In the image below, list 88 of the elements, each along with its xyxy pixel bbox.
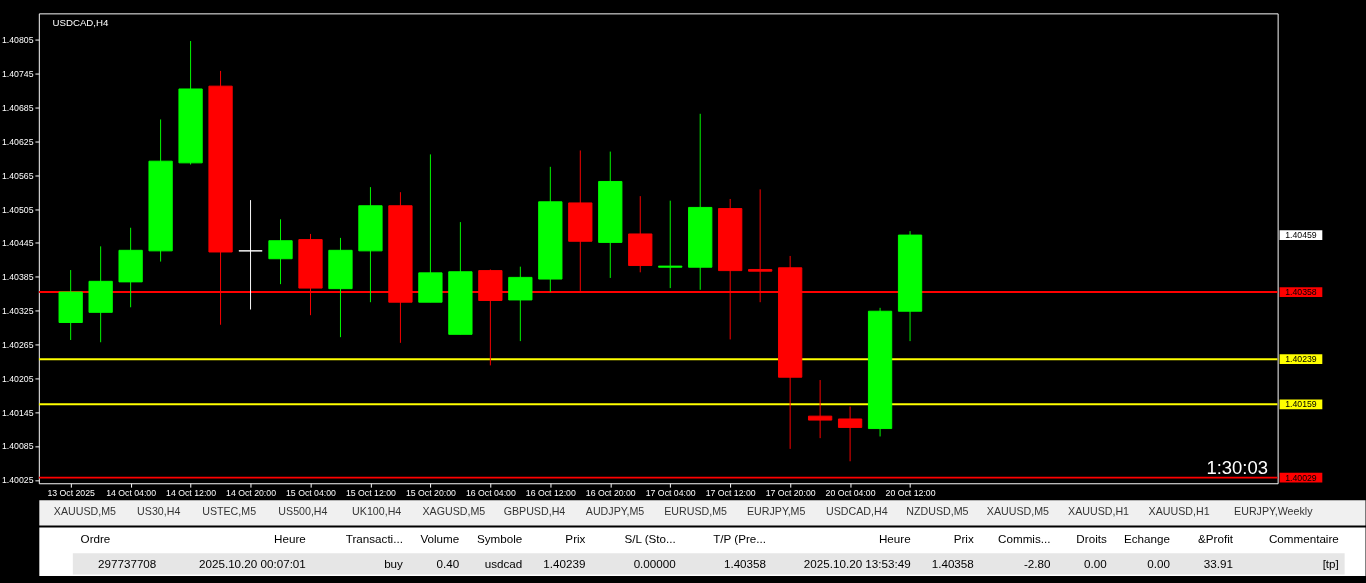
- text: 1.40239: [543, 556, 586, 570]
- text: 33.91: [1203, 556, 1233, 570]
- chart-title: USDCAD,H4: [52, 17, 110, 28]
- ref-line-label: 1.40159: [1285, 399, 1317, 410]
- category-label: Volume: [420, 532, 460, 546]
- text: USDCAD,H4: [825, 505, 888, 518]
- text: GBPUSD,H4: [503, 505, 566, 518]
- candlestick: [268, 218, 293, 285]
- x-tick-label: 16 Oct 12:00: [525, 488, 576, 499]
- category-label: Symbole: [477, 532, 523, 546]
- text: UK100,H4: [352, 505, 402, 518]
- x-tick-label: 20 Oct 04:00: [825, 488, 876, 499]
- text: 0.00: [1147, 556, 1171, 570]
- text: NZDUSD,M5: [906, 505, 969, 518]
- y-tick-label: 1.40445: [1, 238, 34, 249]
- text: 0.00: [1084, 556, 1108, 570]
- text: 297737708: [98, 556, 157, 570]
- text: [tp]: [1322, 556, 1339, 570]
- x-tick-label: 17 Oct 20:00: [765, 488, 816, 499]
- x-tick-label: 15 Oct 12:00: [345, 488, 397, 499]
- x-tick-label: 14 Oct 12:00: [166, 488, 217, 499]
- x-tick-label: 14 Oct 04:00: [106, 488, 157, 499]
- x-tick-label: 15 Oct 04:00: [286, 488, 337, 499]
- text: buy: [384, 556, 404, 570]
- category-label: Transacti...: [345, 532, 403, 546]
- y-tick-label: 1.40325: [1, 306, 34, 317]
- y-tick-label: 1.40085: [1, 441, 34, 452]
- text: 2025.10.20 13:53:49: [803, 556, 911, 570]
- text: 0.40: [436, 556, 460, 570]
- candlestick: [837, 406, 863, 462]
- text: 1.40358: [723, 556, 767, 570]
- category-label: Ordre: [80, 532, 111, 546]
- ref-line-label: 1.40358: [1285, 286, 1317, 297]
- text: US30,H4: [137, 505, 181, 518]
- category-label: Droits: [1076, 532, 1107, 546]
- category-label: S/L (Sto...: [624, 532, 676, 546]
- category-label: Heure: [274, 532, 306, 546]
- y-tick-label: 1.40265: [1, 339, 34, 350]
- x-tick-label: 14 Oct 20:00: [226, 488, 277, 499]
- text: EURUSD,M5: [664, 505, 728, 518]
- text: 0.00000: [633, 556, 677, 570]
- y-tick-label: 1.40025: [1, 475, 34, 486]
- y-tick-label: 1.40685: [1, 102, 34, 113]
- x-tick-label: 15 Oct 20:00: [405, 488, 456, 499]
- category-label: Prix: [565, 532, 586, 546]
- y-tick-label: 1.40625: [1, 136, 34, 147]
- candlestick: [508, 266, 533, 342]
- text: XAUUSD,H1: [1148, 505, 1210, 518]
- x-tick-label: 17 Oct 12:00: [705, 488, 756, 499]
- x-tick-label: 20 Oct 12:00: [885, 488, 936, 499]
- text: USTEC,M5: [202, 505, 257, 518]
- text: usdcad: [484, 556, 523, 570]
- text: 1:30:03: [1206, 456, 1268, 478]
- candlestick: [658, 200, 683, 289]
- y-tick-label: 1.40145: [1, 407, 34, 418]
- ref-line-label: 1.40239: [1285, 354, 1317, 365]
- y-tick-label: 1.40745: [1, 69, 34, 80]
- y-tick-label: 1.40385: [1, 272, 34, 283]
- y-tick-label: 1.40205: [1, 373, 34, 384]
- text: XAUUSD,M5: [53, 505, 117, 518]
- category-label: T/P (Pre...: [713, 532, 767, 546]
- category-label: Echange: [1123, 532, 1170, 546]
- text: EURJPY,M5: [746, 505, 806, 518]
- y-tick-label: 1.40505: [1, 204, 34, 215]
- candlestick: [807, 379, 833, 439]
- y-tick-label: 1.40565: [1, 170, 34, 181]
- category-label: Prix: [953, 532, 974, 546]
- category-label: &Profit: [1198, 532, 1234, 546]
- category-label: Commis...: [998, 532, 1051, 546]
- x-tick-label: 13 Oct 2025: [47, 488, 96, 499]
- text: US500,H4: [278, 505, 328, 518]
- text: XAUUSD,H1: [1068, 505, 1130, 518]
- text: AUDJPY,M5: [585, 505, 645, 518]
- ref-line-label: 1.40029: [1285, 472, 1317, 483]
- y-tick-label: 1.40805: [1, 35, 34, 46]
- text: XAGUSD,M5: [422, 505, 486, 518]
- x-tick-label: 17 Oct 04:00: [645, 488, 696, 499]
- x-tick-label: 16 Oct 04:00: [465, 488, 516, 499]
- text: -2.80: [1023, 556, 1051, 570]
- text: 2025.10.20 00:07:01: [199, 556, 306, 570]
- text: 1.40459: [1285, 229, 1317, 240]
- text: EURJPY,Weekly: [1234, 505, 1314, 518]
- category-label: Heure: [878, 532, 911, 546]
- x-tick-label: 16 Oct 20:00: [585, 488, 636, 499]
- text: XAUUSD,M5: [986, 505, 1050, 518]
- candlestick: [238, 199, 263, 311]
- text: 1.40358: [931, 556, 974, 570]
- category-label: Commentaire: [1268, 532, 1339, 546]
